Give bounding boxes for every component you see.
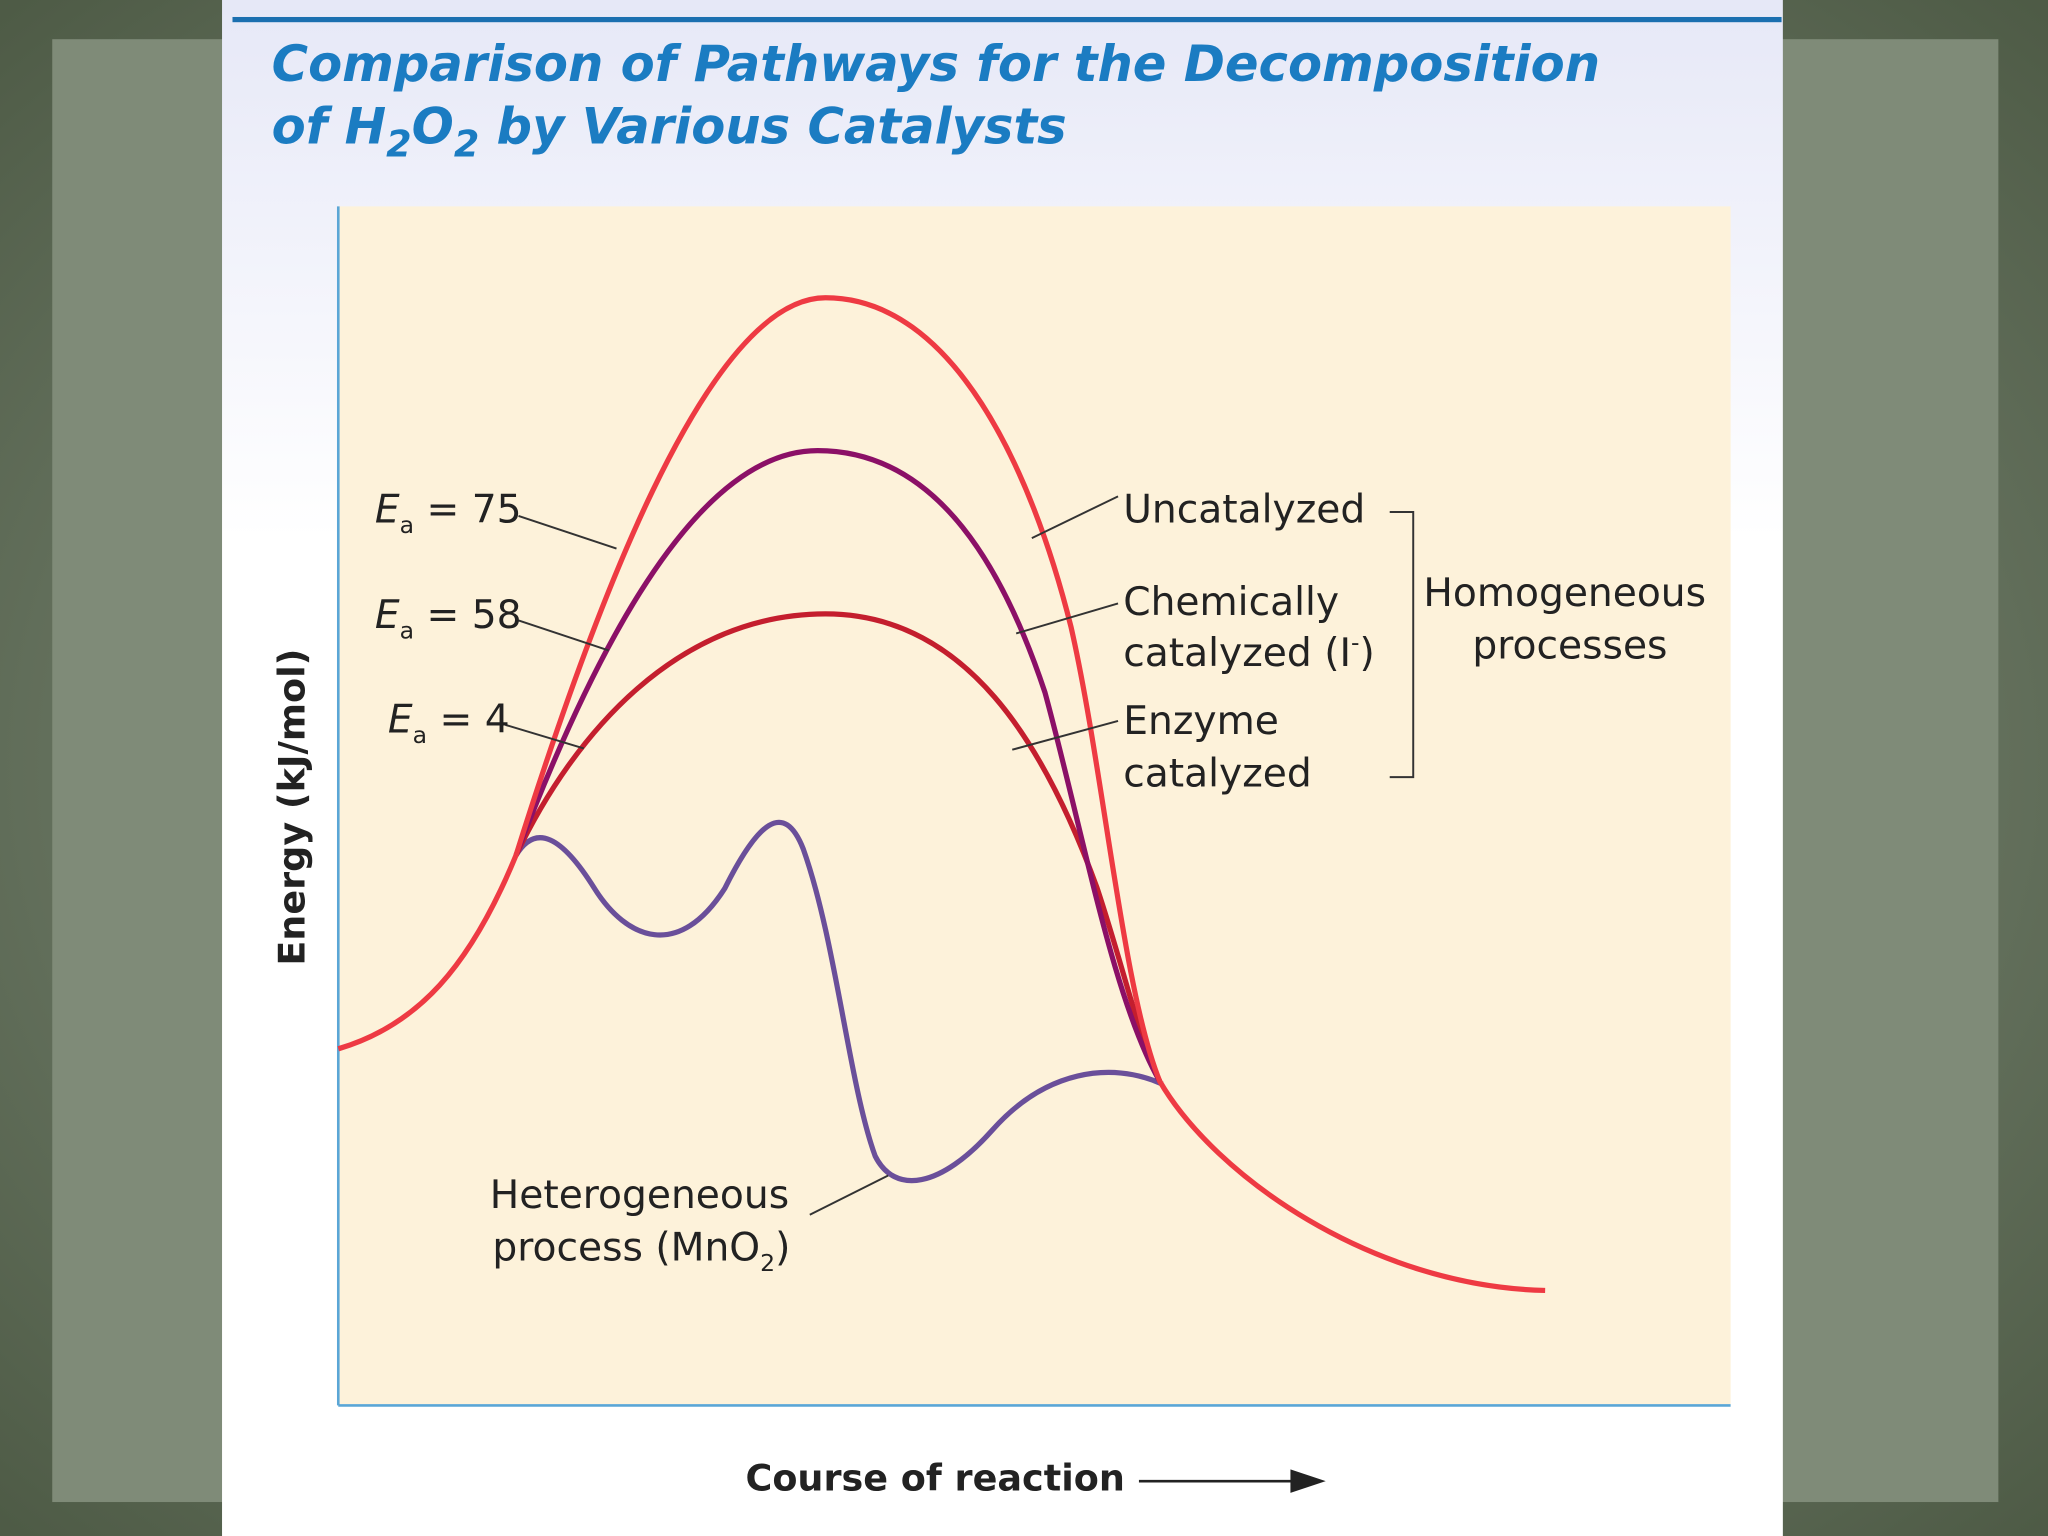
title-part: O	[412, 98, 454, 156]
group-label: Homogeneous	[1423, 571, 1706, 616]
ea-text: = 58	[414, 593, 522, 638]
curve-label: Uncatalyzed	[1123, 487, 1365, 532]
ea-label: Ea = 4	[388, 698, 510, 749]
ea-sub: a	[400, 511, 414, 539]
bracket	[1389, 511, 1415, 779]
heterogeneous-curve	[513, 819, 1164, 1184]
curve-label: Heterogeneous	[490, 1173, 789, 1218]
ea-sub: a	[413, 721, 427, 749]
plot-area	[338, 206, 1731, 1405]
label-part: process (MnO	[492, 1225, 760, 1270]
title-sub: 2	[386, 123, 411, 166]
title-part: by Various Catalysts	[479, 98, 1066, 156]
group-label: processes	[1472, 623, 1667, 668]
top-rule	[232, 16, 1782, 23]
leader-lines	[505, 495, 1119, 1216]
label-part: )	[1360, 631, 1375, 676]
title-line: Comparison of Pathways for the Decomposi…	[272, 35, 1600, 93]
x-arrow-head	[1290, 1469, 1326, 1493]
curve-label: process (MnO2)	[492, 1225, 790, 1276]
label-sup: -	[1351, 628, 1359, 656]
paper-left	[52, 39, 236, 1503]
ea-sub: a	[400, 617, 414, 645]
label-sub: 2	[760, 1249, 775, 1277]
ea-text: = 4	[427, 698, 510, 743]
title-part: of H	[272, 98, 387, 156]
title-line: of H2O2 by Various Catalysts	[272, 98, 1067, 166]
paper-right	[1776, 39, 1999, 1503]
ea-symbol: E	[375, 593, 400, 638]
enzyme-curve	[513, 611, 1163, 1083]
chemical-curve	[513, 447, 1163, 1083]
uncatalyzed-curve	[337, 295, 1546, 1294]
y-axis-label: Energy (kJ/mol)	[270, 649, 313, 966]
x-axis-label: Course of reaction	[745, 1456, 1124, 1499]
curve-label: Enzyme	[1123, 699, 1279, 744]
ea-text: = 75	[414, 487, 522, 532]
label-part: catalyzed (I	[1123, 631, 1351, 676]
curve-label: catalyzed	[1123, 751, 1312, 796]
ea-label: Ea = 75	[375, 487, 522, 538]
title-sub: 2	[454, 123, 479, 166]
ea-label: Ea = 58	[375, 593, 522, 644]
ea-symbol: E	[375, 487, 400, 532]
label-part: )	[775, 1225, 790, 1270]
curve-label: catalyzed (I-)	[1123, 628, 1375, 676]
ea-symbol: E	[388, 698, 413, 743]
curve-label: Chemically	[1123, 580, 1339, 625]
